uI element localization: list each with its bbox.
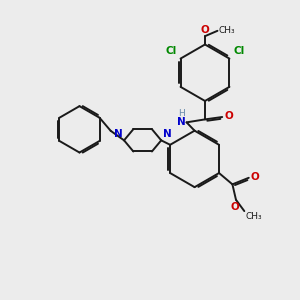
Text: N: N [163,129,171,139]
Text: O: O [200,25,209,35]
Text: Cl: Cl [166,46,177,56]
Text: O: O [224,111,233,122]
Text: O: O [250,172,259,182]
Text: CH₃: CH₃ [246,212,262,221]
Text: Cl: Cl [233,46,244,56]
Text: N: N [114,129,123,139]
Text: N: N [177,117,185,128]
Text: H: H [178,109,185,118]
Text: O: O [230,202,239,212]
Text: CH₃: CH₃ [219,26,235,35]
